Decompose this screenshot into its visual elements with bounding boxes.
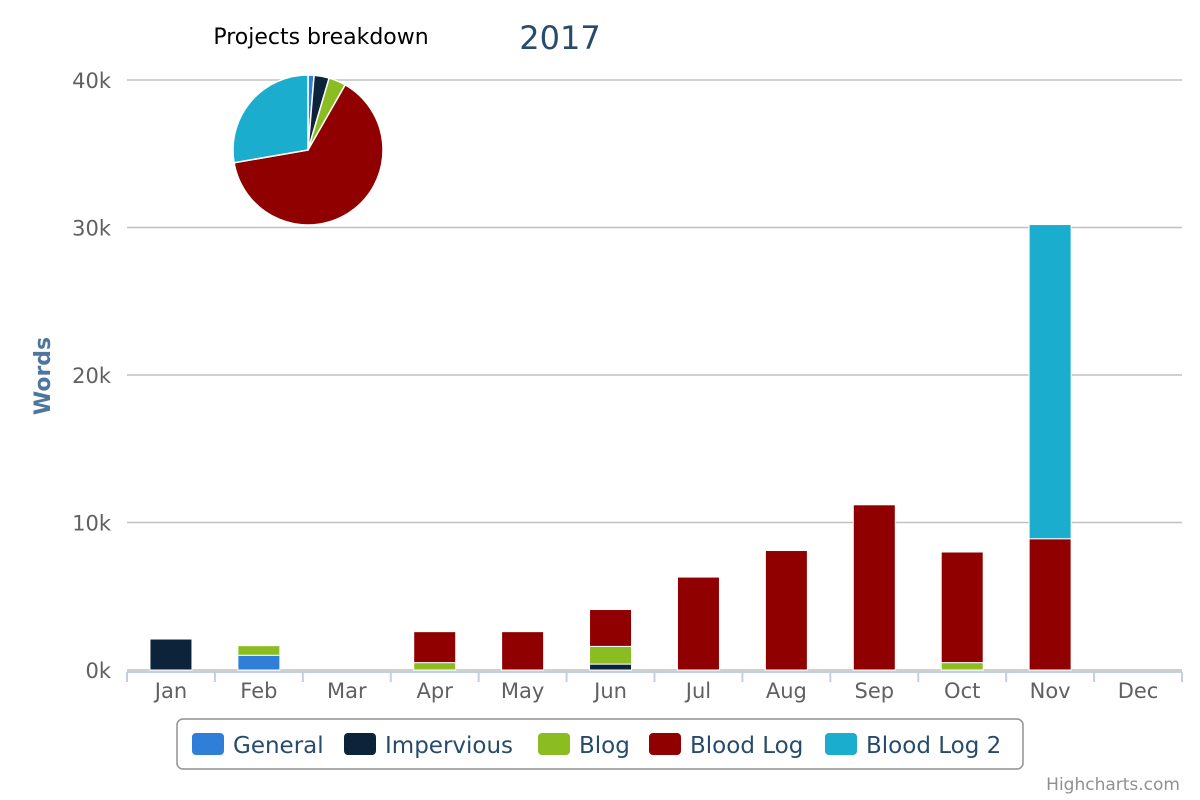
bar-segment[interactable] <box>1028 224 1072 540</box>
bar-segment[interactable] <box>501 631 545 671</box>
pie-title: Projects breakdown <box>213 25 428 50</box>
legend-swatch <box>825 733 857 755</box>
y-tick-label: 0k <box>85 659 111 683</box>
legend-swatch <box>538 733 570 755</box>
legend-item[interactable]: Impervious <box>385 733 513 759</box>
y-tick-label: 20k <box>72 364 112 388</box>
bar-segment[interactable] <box>237 654 281 671</box>
x-tick-label: May <box>501 679 544 703</box>
legend-item[interactable]: Blood Log <box>690 733 803 759</box>
y-tick-label: 10k <box>72 512 112 536</box>
bar-segment[interactable] <box>589 663 633 671</box>
legend-item[interactable]: General <box>233 733 324 759</box>
bar-segment[interactable] <box>237 645 281 656</box>
x-tick-label: Jan <box>153 679 187 703</box>
x-tick-label: Feb <box>240 679 277 703</box>
x-tick-label: Aug <box>766 679 807 703</box>
x-tick-label: Mar <box>327 679 367 703</box>
bar-segment[interactable] <box>413 631 457 664</box>
pie-chart <box>232 74 384 226</box>
bar-segment[interactable] <box>589 609 633 647</box>
legend-swatch <box>344 733 376 755</box>
bars-layer <box>149 224 1072 671</box>
x-axis: Jan Feb Mar Apr May Jun Jul Aug Sep Oct Nov Dec <box>126 671 1183 703</box>
bar-segment[interactable] <box>676 576 720 671</box>
x-tick-label: Nov <box>1030 679 1071 703</box>
bar-segment[interactable] <box>940 662 984 671</box>
bar-segment[interactable] <box>764 550 808 671</box>
bar-segment[interactable] <box>413 662 457 671</box>
bar-segment[interactable] <box>940 551 984 664</box>
x-tick-label: Apr <box>417 679 454 703</box>
x-tick-label: Sep <box>854 679 894 703</box>
x-tick-label: Jun <box>592 679 627 703</box>
x-tick-label: Jul <box>684 679 711 703</box>
bar-segment[interactable] <box>589 645 633 665</box>
y-axis-title: Words <box>31 337 56 415</box>
legend: General Impervious Blog Blood Log Blood Log … <box>176 718 1024 770</box>
pie-slice[interactable] <box>232 74 309 164</box>
y-tick-label: 30k <box>72 217 112 241</box>
legend-swatch <box>649 733 681 755</box>
pie-slice[interactable] <box>233 83 384 226</box>
x-tick-label: Dec <box>1118 679 1159 703</box>
y-axis: 0k 10k 20k 30k 40k <box>72 69 112 683</box>
legend-item[interactable]: Blood Log 2 <box>866 733 1001 759</box>
legend-item[interactable]: Blog <box>579 733 630 759</box>
y-tick-label: 40k <box>72 69 112 93</box>
x-tick-label: Oct <box>944 679 980 703</box>
chart-title: 2017 <box>519 19 600 57</box>
legend-swatch <box>192 733 224 755</box>
bar-segment[interactable] <box>1028 538 1072 671</box>
credits-link[interactable]: Highcharts.com <box>1046 775 1180 795</box>
bar-segment[interactable] <box>149 638 193 671</box>
legend-box <box>176 718 1024 770</box>
bar-segment[interactable] <box>852 504 896 671</box>
